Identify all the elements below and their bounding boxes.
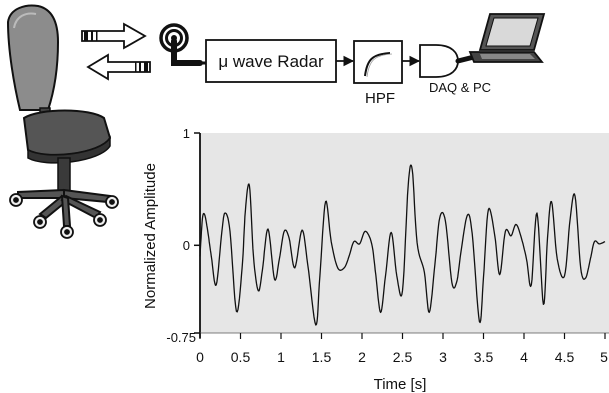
daq-gate-icon bbox=[419, 44, 459, 78]
daq-label: DAQ & PC bbox=[429, 80, 491, 95]
x-tick-labels: 0 0.5 1 1.5 2 2.5 3 3.5 4 4.5 5 bbox=[196, 333, 608, 365]
x-tick-label: 0 bbox=[196, 349, 204, 365]
y-axis-label: Normalized Amplitude bbox=[142, 163, 159, 309]
office-chair-illustration bbox=[6, 4, 119, 239]
x-tick-label: 3.5 bbox=[474, 349, 494, 365]
radar-label: μ wave Radar bbox=[218, 52, 324, 71]
amplitude-chart: 1 0 -0.75 Normalized Amplitude 0 0.5 1 1.5 2… bbox=[142, 126, 609, 393]
x-tick-label: 2 bbox=[358, 349, 366, 365]
x-tick-label: 4.5 bbox=[555, 349, 575, 365]
hpf-label: HPF bbox=[365, 90, 395, 107]
signal-series-line bbox=[199, 164, 606, 326]
x-tick-label: 2.5 bbox=[393, 349, 413, 365]
chair-base bbox=[17, 188, 112, 227]
plot-area bbox=[200, 133, 609, 333]
chair-gas-cylinder bbox=[57, 157, 71, 193]
hpf-response-icon bbox=[364, 52, 391, 77]
transmit-arrow bbox=[81, 22, 147, 50]
x-tick-label: 4 bbox=[520, 349, 528, 365]
x-axis-label: Time [s] bbox=[374, 376, 427, 393]
x-tick-label: 1 bbox=[277, 349, 285, 365]
x-tick-label: 5 bbox=[600, 349, 608, 365]
receive-arrow bbox=[86, 53, 151, 81]
x-tick-label: 1.5 bbox=[312, 349, 332, 365]
chair-casters bbox=[9, 193, 119, 239]
antenna-icon bbox=[159, 23, 203, 66]
y-tick-max: 1 bbox=[183, 126, 190, 141]
hpf-block bbox=[353, 40, 403, 84]
y-tick-zero: 0 bbox=[183, 238, 190, 253]
chair-backrest bbox=[6, 4, 60, 111]
y-tick-min: -0.75 bbox=[166, 330, 196, 345]
laptop-icon bbox=[468, 13, 546, 63]
x-tick-label: 0.5 bbox=[231, 349, 251, 365]
x-tick-label: 3 bbox=[439, 349, 447, 365]
